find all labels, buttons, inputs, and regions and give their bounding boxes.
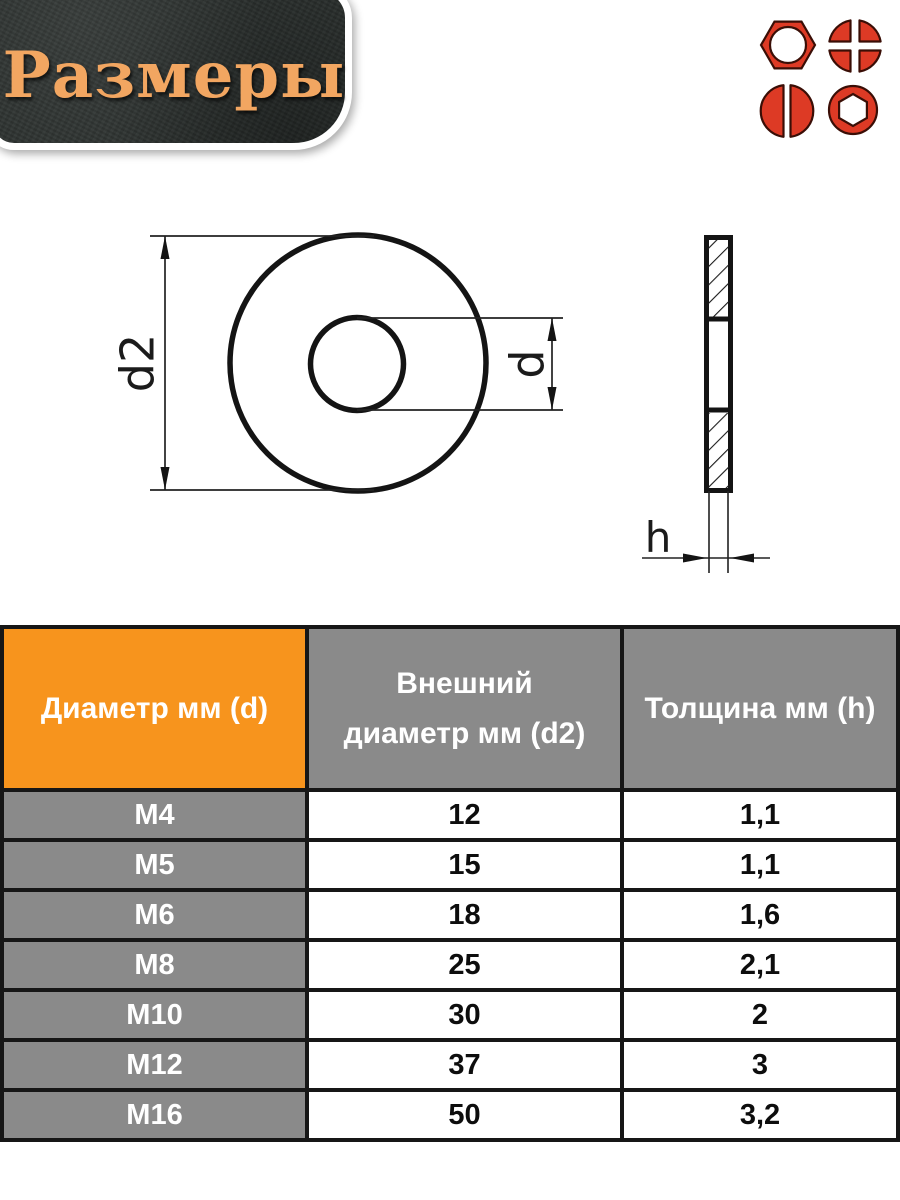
table-cell-d2: 30: [309, 992, 620, 1038]
title-banner: Размеры: [0, 0, 352, 150]
table-row-size: M4: [4, 792, 305, 838]
washer-section-view: [704, 235, 733, 493]
arrowhead-down-icon: [160, 467, 170, 490]
table-cell-h: 3,2: [624, 1092, 896, 1138]
phillips-screw-head-icon: [828, 19, 882, 73]
washer-front-view: [227, 232, 489, 494]
arrowhead-left-icon: [730, 553, 754, 563]
arrowhead-right-icon: [683, 553, 707, 563]
arrowhead-down-icon: [547, 387, 557, 410]
label-h: h: [645, 513, 672, 562]
table-cell-d2: 18: [309, 892, 620, 938]
table-cell-d2: 25: [309, 942, 620, 988]
col-header-line: Внешний: [396, 666, 533, 700]
hex-nut-icon: [759, 20, 817, 70]
hex-socket-head-icon: [827, 84, 879, 136]
table-cell-h: 2: [624, 992, 896, 1038]
table-cell-h: 2,1: [624, 942, 896, 988]
fastener-icons: [759, 19, 882, 138]
washer-size-table: Диаметр мм (d) Внешний диаметр мм (d2) Т…: [0, 625, 900, 1142]
table-cell-d2: 12: [309, 792, 620, 838]
table-cell-h: 3: [624, 1042, 896, 1088]
label-d2: d2: [111, 334, 165, 392]
col-header-outer-diameter-d2: Внешний диаметр мм (d2): [309, 629, 620, 788]
table-cell-h: 1,1: [624, 842, 896, 888]
table-row-size: M16: [4, 1092, 305, 1138]
col-header-thickness-h: Толщина мм (h): [624, 629, 896, 788]
arrowhead-up-icon: [160, 236, 170, 259]
table-row-size: M10: [4, 992, 305, 1038]
label-d: d: [501, 349, 555, 378]
table-cell-d2: 50: [309, 1092, 620, 1138]
table-row-size: M8: [4, 942, 305, 988]
washer-technical-drawing: d2 d h: [111, 232, 770, 573]
page-title: Размеры: [2, 37, 346, 113]
table-cell-d2: 15: [309, 842, 620, 888]
table-row-size: M5: [4, 842, 305, 888]
table-row-size: M12: [4, 1042, 305, 1088]
table-row-size: M6: [4, 892, 305, 938]
col-header-diameter-d: Диаметр мм (d): [4, 629, 305, 788]
col-header-line: диаметр мм (d2): [343, 716, 586, 750]
arrowhead-up-icon: [547, 318, 557, 341]
table-cell-d2: 37: [309, 1042, 620, 1088]
table-cell-h: 1,6: [624, 892, 896, 938]
slotted-screw-head-icon: [759, 84, 815, 138]
table-cell-h: 1,1: [624, 792, 896, 838]
dimension-d2: [150, 235, 374, 491]
